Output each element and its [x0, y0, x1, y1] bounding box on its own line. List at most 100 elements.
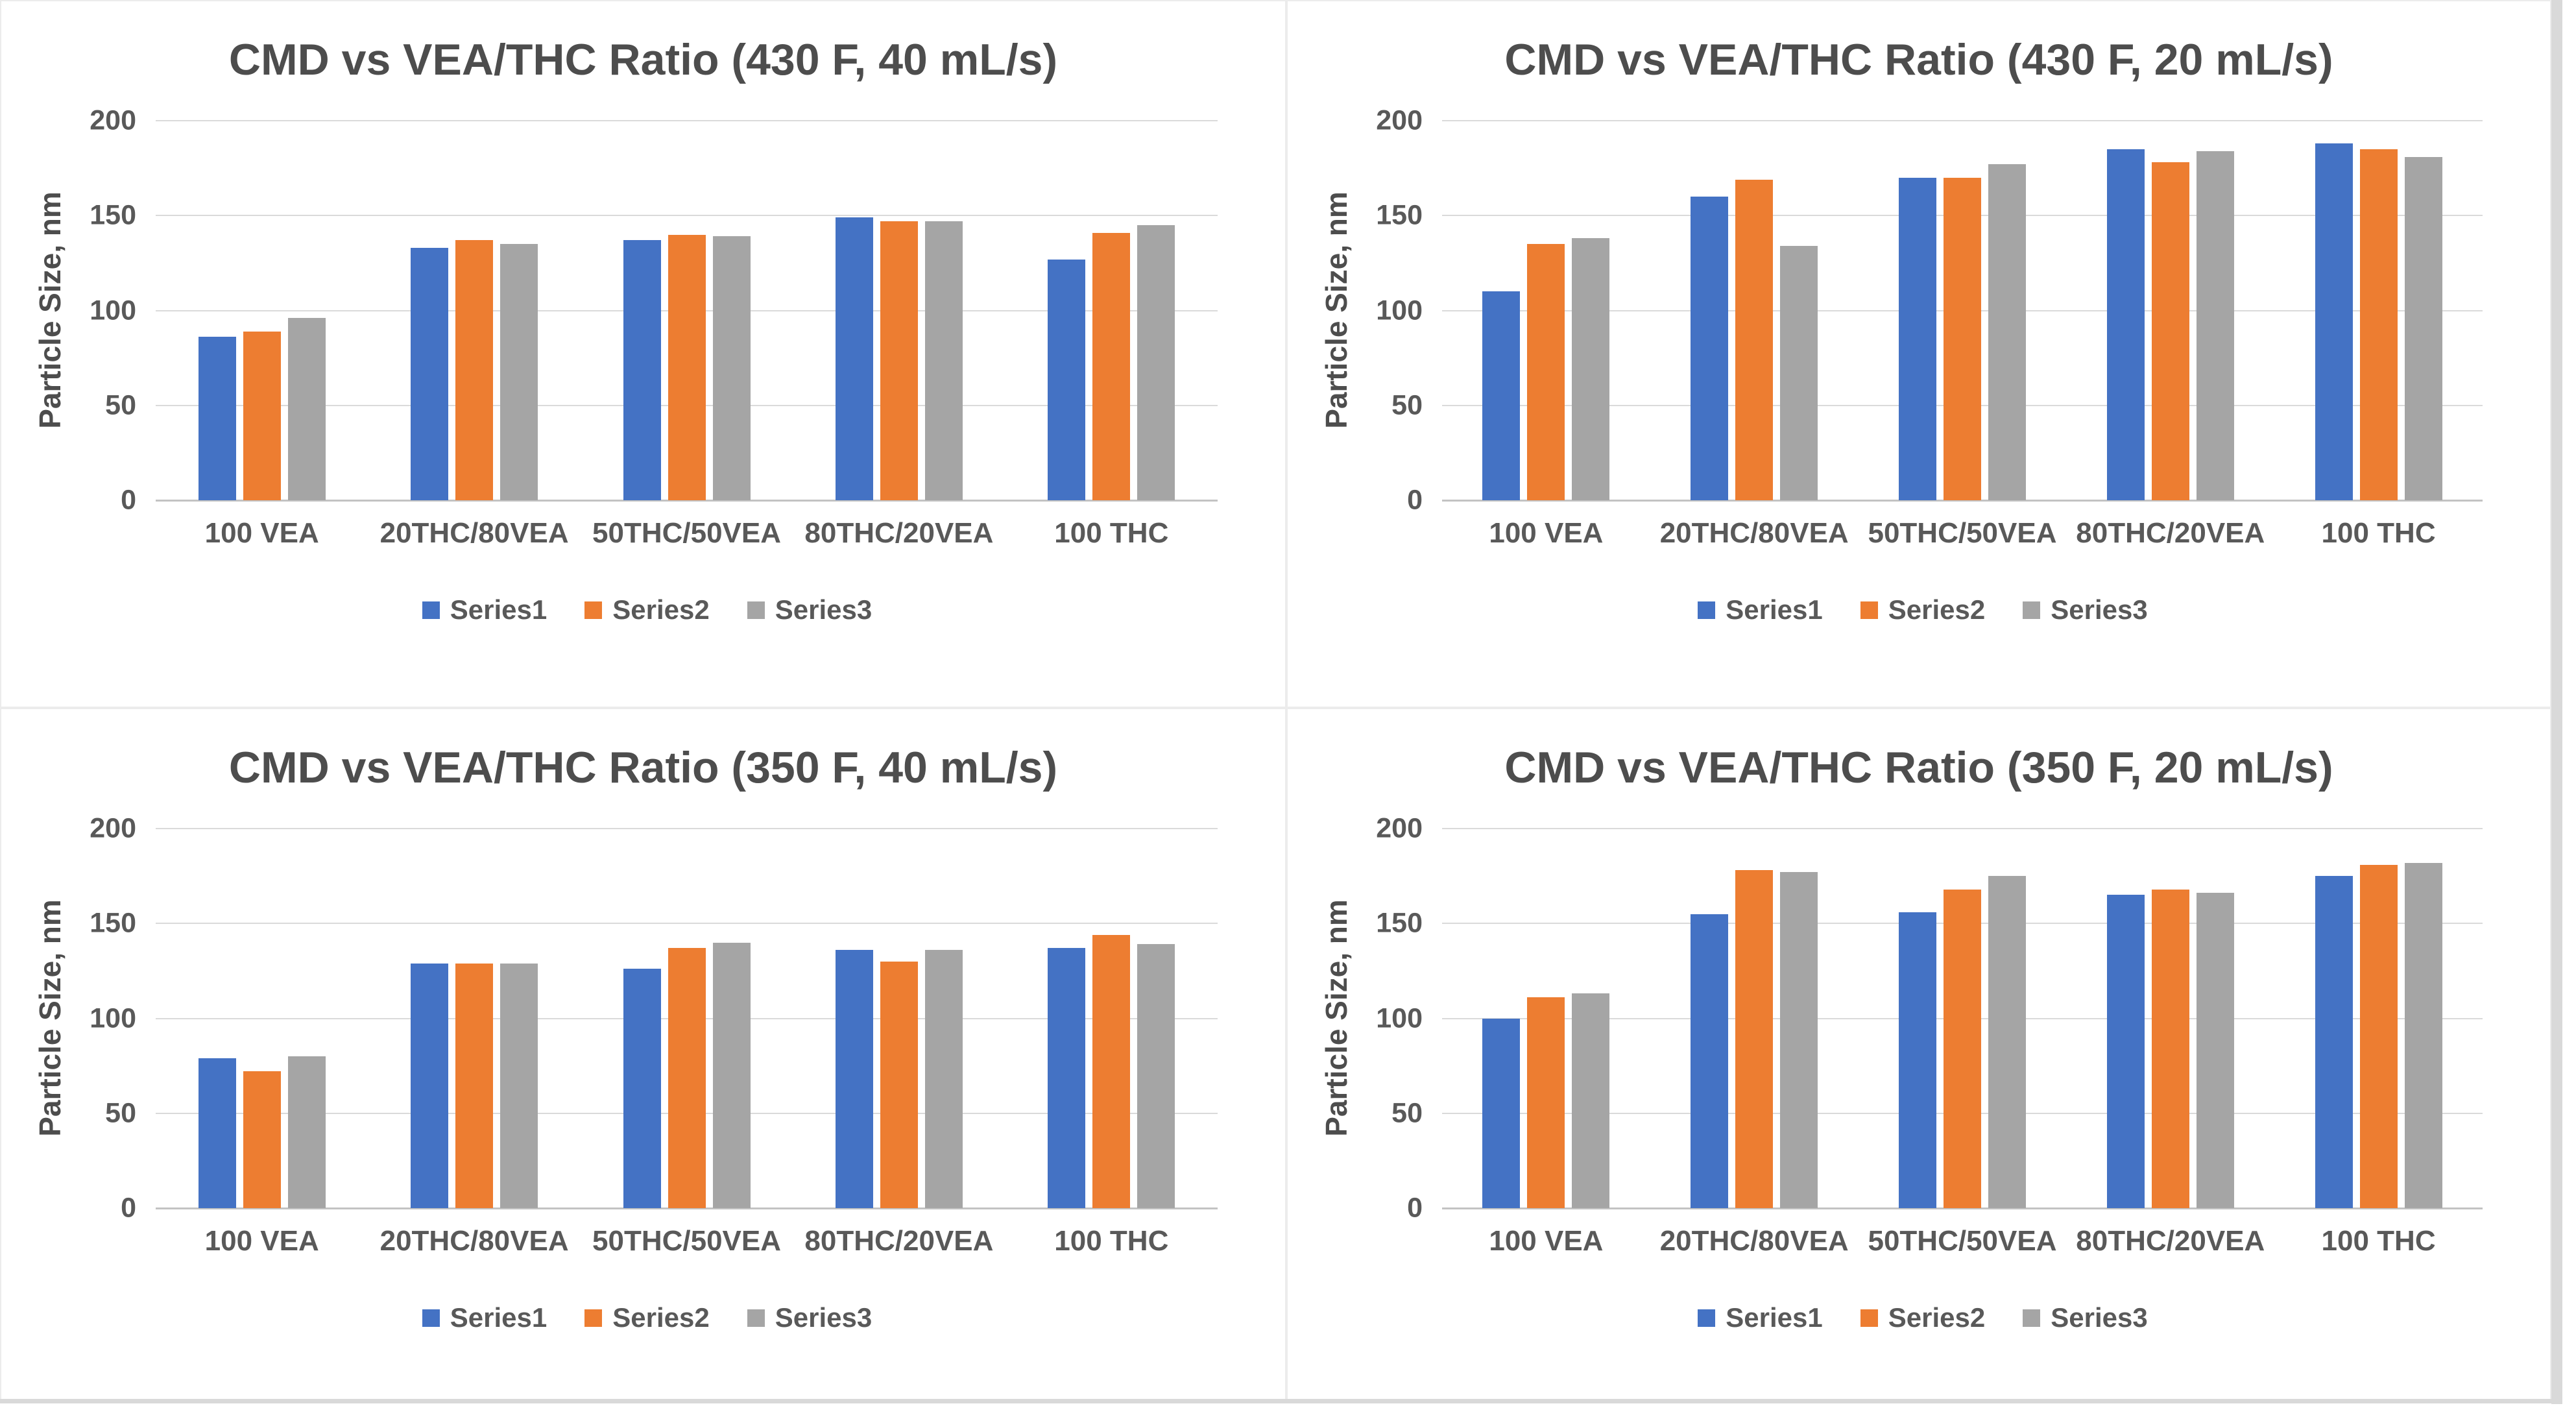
bar-series2 [1735, 179, 1774, 500]
bar-series1 [2315, 876, 2353, 1208]
y-tick-label: 150 [1376, 907, 1423, 939]
y-tick-label: 0 [121, 1192, 136, 1224]
legend-label: Series1 [1726, 594, 1823, 625]
bar-group [581, 829, 793, 1208]
x-axis-category-label: 20THC/80VEA [379, 1225, 569, 1257]
bar-group [1442, 121, 1650, 500]
legend-swatch-icon [1860, 601, 1878, 619]
bar-series2 [1092, 934, 1131, 1208]
x-axis-category-label: 100 VEA [204, 517, 319, 549]
bar-series1 [2315, 143, 2353, 500]
y-tick-label: 50 [105, 1097, 136, 1129]
bar-series1 [198, 337, 236, 500]
x-axis-category-label: 50THC/50VEA [592, 517, 782, 549]
legend-item: Series2 [584, 594, 710, 625]
bar-group [2066, 121, 2274, 500]
bar-series3 [1137, 944, 1175, 1208]
y-tick-label: 200 [1376, 812, 1423, 844]
legend-item: Series3 [2023, 1302, 2148, 1333]
bar-group [1650, 121, 1859, 500]
chart-panel-430f-40mls: CMD vs VEA/THC Ratio (430 F, 40 mL/s) Pa… [0, 0, 1286, 708]
legend-swatch-icon [2023, 601, 2041, 619]
y-tick-label: 150 [1376, 199, 1423, 231]
plot-area [156, 828, 1218, 1209]
bar-group [1859, 121, 2067, 500]
bar-series1 [1691, 914, 1729, 1208]
y-tick-label: 50 [105, 389, 136, 421]
legend: Series1 Series2 Series3 [1363, 587, 2483, 633]
legend-label: Series1 [450, 594, 548, 625]
y-tick-label: 100 [1376, 1002, 1423, 1034]
x-axis-category-label: 80THC/20VEA [804, 1225, 994, 1257]
legend-label: Series3 [2051, 1302, 2148, 1333]
legend-label: Series1 [450, 1302, 548, 1333]
chart-body: Particle Size, nm 0 50 100 150 200 100 VEA 20… [1, 813, 1285, 1340]
bar-series1 [1898, 177, 1936, 500]
y-tick-label: 200 [1376, 104, 1423, 136]
y-axis-title-text: Particle Size, nm [33, 191, 67, 429]
x-axis-category-label: 100 THC [1054, 1225, 1169, 1257]
gridline [1442, 120, 2483, 121]
plot-area [1442, 828, 2483, 1209]
x-axis-category-label: 80THC/20VEA [2076, 1225, 2265, 1257]
chart-panel-350f-40mls: CMD vs VEA/THC Ratio (350 F, 40 mL/s) Pa… [0, 708, 1286, 1400]
bar-series2 [668, 234, 706, 500]
bar-group [1859, 829, 2067, 1208]
legend-label: Series3 [775, 1302, 873, 1333]
bar-series3 [287, 1056, 326, 1208]
legend-item: Series3 [747, 1302, 872, 1333]
legend-swatch-icon [747, 601, 765, 619]
plot-column: 0 50 100 150 200 100 VEA 20THC/80VEA 50THC/50V… [77, 105, 1218, 633]
y-tick-label: 200 [90, 104, 136, 136]
bar-series2 [880, 961, 918, 1208]
y-axis-ticks: 0 50 100 150 200 [77, 105, 156, 516]
bar-groups [156, 829, 1218, 1208]
bar-series3 [1780, 872, 1818, 1208]
x-axis-category-label: 50THC/50VEA [1868, 517, 2057, 549]
x-axis-category-label: 20THC/80VEA [1659, 1225, 1849, 1257]
legend-item: Series3 [2023, 594, 2148, 625]
legend-swatch-icon [584, 1309, 603, 1327]
legend-label: Series2 [612, 1302, 710, 1333]
gridline [156, 215, 1218, 217]
y-axis-title: Particle Size, nm [1310, 121, 1363, 633]
bar-group [156, 121, 368, 500]
y-axis-title-text: Particle Size, nm [1319, 191, 1353, 429]
y-tick-label: 0 [1407, 1192, 1423, 1224]
bar-group [581, 121, 793, 500]
bar-series1 [411, 247, 449, 500]
legend-item: Series1 [1698, 1302, 1823, 1333]
y-axis-ticks: 0 50 100 150 200 [77, 813, 156, 1224]
legend-item: Series2 [1860, 1302, 1985, 1333]
bar-series3 [1137, 224, 1175, 500]
chart-panel-350f-20mls: CMD vs VEA/THC Ratio (350 F, 20 mL/s) Pa… [1286, 708, 2551, 1400]
bar-series3 [287, 318, 326, 500]
plot-row: 0 50 100 150 200 [77, 813, 1218, 1224]
plot-column: 0 50 100 150 200 100 VEA 20THC/80VEA 50THC/50V… [1363, 105, 2483, 633]
bar-series2 [2151, 162, 2189, 500]
legend-swatch-icon [422, 1309, 440, 1327]
legend-label: Series2 [612, 594, 710, 625]
y-tick-label: 150 [90, 199, 136, 231]
bar-series3 [2196, 151, 2234, 500]
x-axis-labels: 100 VEA 20THC/80VEA 50THC/50VEA 80THC/20VEA… [1442, 1225, 2483, 1267]
bar-groups [1442, 121, 2483, 500]
bar-series2 [1092, 232, 1131, 500]
legend-swatch-icon [747, 1309, 765, 1327]
bar-series2 [2359, 149, 2398, 500]
legend-swatch-icon [422, 601, 440, 619]
legend-swatch-icon [1860, 1309, 1878, 1327]
chart-body: Particle Size, nm 0 50 100 150 200 100 VEA 20… [1288, 105, 2550, 633]
bar-series3 [500, 963, 538, 1208]
bar-groups [1442, 829, 2483, 1208]
x-axis-category-label: 100 VEA [204, 1225, 319, 1257]
plot-row: 0 50 100 150 200 [77, 105, 1218, 516]
y-axis-ticks: 0 50 100 150 200 [1363, 105, 1442, 516]
x-axis-category-label: 100 THC [2321, 517, 2436, 549]
bar-series2 [1527, 997, 1565, 1208]
y-tick-label: 50 [1391, 389, 1423, 421]
x-axis-line [1442, 1207, 2483, 1209]
x-axis-category-label: 50THC/50VEA [1868, 1225, 2057, 1257]
legend-swatch-icon [2023, 1309, 2041, 1327]
x-axis-line [156, 500, 1218, 502]
